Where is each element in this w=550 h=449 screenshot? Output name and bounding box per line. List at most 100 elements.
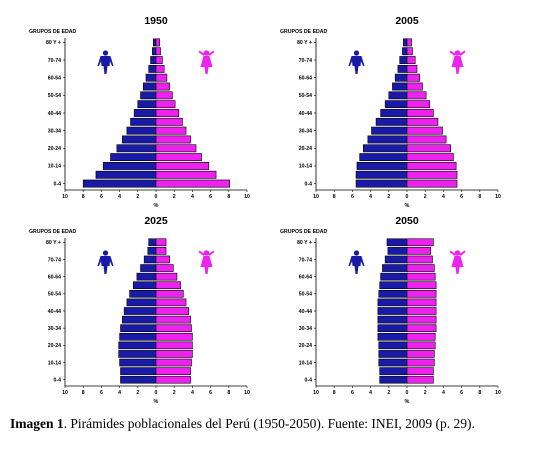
male-bar-5-9	[95, 170, 157, 179]
female-bar-25-29	[406, 332, 436, 341]
y-tick-label: 70-74	[299, 58, 312, 64]
male-bar-10-14	[119, 358, 157, 367]
chart-title: 2025	[144, 215, 168, 227]
male-bar-60-64	[394, 73, 408, 82]
female-bar-45-49	[406, 298, 437, 307]
x-tick-label: 2	[173, 390, 176, 396]
female-bar-65-69	[406, 264, 435, 272]
female-bar-30-34	[406, 126, 443, 135]
x-tick-label: 10	[244, 390, 250, 396]
x-tick-label: 2	[424, 194, 427, 200]
x-tick-label: 6	[460, 194, 463, 200]
x-tick-label: 8	[478, 194, 481, 200]
male-bar-80 Y +	[148, 238, 157, 247]
x-tick-label: 2	[387, 194, 390, 200]
x-tick-label: 10	[313, 390, 319, 396]
x-tick-label: 6	[100, 194, 103, 200]
female-bar-20-24	[406, 341, 436, 350]
x-tick-label: 0	[406, 390, 409, 396]
female-bar-60-64	[155, 272, 178, 281]
y-tick-label: 40-44	[299, 309, 312, 315]
male-bar-55-59	[132, 281, 157, 290]
female-bar-5-9	[406, 367, 434, 375]
male-bar-50-54	[388, 91, 408, 100]
female-bar-15-19	[155, 350, 193, 358]
male-bar-70-74	[150, 56, 157, 64]
female-bar-10-14	[155, 162, 210, 170]
female-bar-30-34	[155, 324, 192, 333]
male-bar-75-79	[402, 47, 408, 56]
female-bar-60-64	[406, 272, 436, 281]
x-tick-label: 8	[227, 390, 230, 396]
female-bar-50-54	[406, 289, 437, 298]
x-tick-label: 10	[62, 194, 68, 200]
female-bar-35-39	[155, 315, 191, 324]
female-bar-20-24	[406, 144, 451, 153]
female-bar-45-49	[155, 100, 176, 109]
figure-caption: Imagen 1. Pirámides poblacionales del Pe…	[10, 416, 545, 432]
female-bar-75-79	[406, 47, 413, 56]
female-bar-35-39	[155, 117, 183, 126]
x-tick-label: 10	[495, 194, 501, 200]
female-bar-25-29	[155, 135, 191, 144]
y-tick-label: 60-64	[299, 274, 312, 280]
male-bar-30-34	[126, 126, 157, 135]
female-bar-0-4	[155, 375, 191, 384]
male-bar-40-44	[377, 307, 408, 315]
female-figure-icon	[449, 50, 466, 74]
female-bar-70-74	[155, 255, 170, 264]
female-bar-55-59	[406, 82, 423, 91]
x-tick-label: 6	[351, 194, 354, 200]
male-figure-icon	[348, 250, 365, 274]
y-tick-label: 20-24	[299, 146, 312, 152]
male-bar-65-69	[140, 264, 157, 272]
y-tick-label: 50-54	[299, 93, 312, 99]
x-tick-label: 8	[333, 194, 336, 200]
x-tick-label: 6	[209, 390, 212, 396]
male-bar-40-44	[133, 109, 157, 117]
female-bar-30-34	[155, 126, 187, 135]
male-bar-35-39	[130, 117, 157, 126]
female-bar-50-54	[406, 91, 427, 100]
male-bar-55-59	[142, 82, 157, 91]
male-bar-70-74	[399, 56, 408, 64]
pyramid-chart-2025: 2025 GRUPOS DE EDAD 0-4 10-14 20-24 30-34 40-4…	[29, 215, 250, 405]
x-axis-label: %	[154, 399, 159, 405]
y-tick-label: 80 Y +	[46, 40, 61, 46]
x-tick-label: 0	[155, 194, 158, 200]
x-tick-label: 0	[406, 194, 409, 200]
y-tick-label: 50-54	[299, 292, 312, 298]
x-tick-label: 2	[173, 194, 176, 200]
female-bar-50-54	[155, 289, 184, 298]
male-bar-10-14	[102, 162, 157, 170]
male-bar-25-29	[119, 332, 157, 341]
female-bar-30-34	[406, 324, 437, 333]
y-tick-label: 30-34	[48, 128, 61, 134]
female-bar-45-49	[155, 298, 187, 307]
female-bar-20-24	[155, 144, 197, 153]
male-bar-50-54	[378, 289, 408, 298]
male-bar-20-24	[378, 341, 408, 350]
x-tick-label: 8	[82, 390, 85, 396]
x-axis-label: %	[154, 203, 159, 209]
female-bar-50-54	[155, 91, 173, 100]
male-bar-80 Y +	[152, 38, 157, 47]
male-bar-40-44	[380, 109, 408, 117]
male-bar-45-49	[137, 100, 157, 109]
y-tick-label: 40-44	[48, 309, 61, 315]
y-tick-label: 10-14	[299, 360, 312, 366]
x-tick-label: 8	[333, 390, 336, 396]
male-bar-20-24	[363, 144, 408, 153]
y-axis-label: GRUPOS DE EDAD	[280, 29, 328, 35]
y-tick-label: 0-4	[305, 181, 313, 187]
x-tick-label: 4	[442, 194, 445, 200]
female-bar-20-24	[155, 341, 193, 350]
x-axis-label: %	[405, 203, 410, 209]
x-tick-label: 4	[369, 390, 372, 396]
female-bar-10-14	[406, 162, 457, 170]
x-axis-label: %	[405, 399, 410, 405]
female-figure-icon	[198, 250, 215, 274]
y-tick-label: 50-54	[48, 292, 61, 298]
female-bar-15-19	[406, 350, 435, 358]
female-bar-55-59	[155, 281, 181, 290]
